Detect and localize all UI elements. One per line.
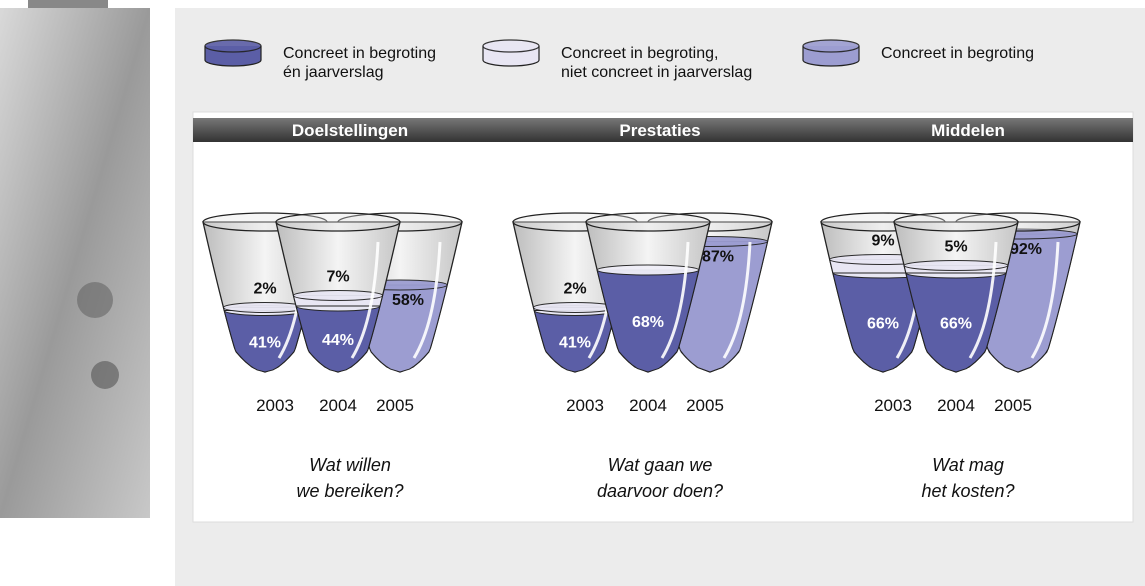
cup-rim: [894, 213, 1018, 231]
decor: [91, 361, 119, 389]
x-tick-label: 2003: [566, 396, 604, 415]
legend-swatch-top: [205, 40, 261, 52]
cup-rim: [276, 213, 400, 231]
x-tick-label: 2004: [319, 396, 357, 415]
decor: [77, 282, 113, 318]
section-title: Prestaties: [619, 121, 700, 140]
infographic: Doelstellingen 58% 2005 41% 2% 2003 44% 7% 2004 P…: [0, 0, 1145, 586]
x-tick-label: 2005: [376, 396, 414, 415]
value-label: 68%: [632, 314, 664, 331]
value-label: 9%: [871, 233, 894, 250]
x-tick-label: 2005: [686, 396, 724, 415]
fill-surface: [223, 303, 306, 313]
fill-surface: [533, 303, 616, 313]
x-tick-label: 2003: [256, 396, 294, 415]
value-label: 41%: [249, 334, 281, 351]
value-label: 66%: [867, 316, 899, 333]
decor-tab: [28, 0, 108, 8]
value-label: 44%: [322, 332, 354, 349]
value-label: 58%: [392, 292, 424, 309]
value-label: 87%: [702, 249, 734, 266]
value-label: 5%: [944, 239, 967, 256]
fill-surface: [293, 291, 382, 301]
legend-label: Concreet in begroting, niet concreet in …: [561, 44, 752, 82]
value-label: 2%: [563, 281, 586, 298]
question: Wat mag het kosten?: [838, 452, 1098, 504]
question: Wat gaan we daarvoor doen?: [530, 452, 790, 504]
value-label: 7%: [326, 269, 349, 286]
x-tick-label: 2003: [874, 396, 912, 415]
section-title: Middelen: [931, 121, 1005, 140]
decor-strip: [0, 8, 150, 518]
x-tick-label: 2004: [937, 396, 975, 415]
section-title: Doelstellingen: [292, 121, 408, 140]
fill-surface: [597, 265, 699, 275]
value-label: 66%: [940, 316, 972, 333]
legend-swatch-top: [483, 40, 539, 52]
x-tick-label: 2004: [629, 396, 667, 415]
question: Wat willen we bereiken?: [220, 452, 480, 504]
value-label: 2%: [253, 281, 276, 298]
legend-label: Concreet in begroting én jaarverslag: [283, 44, 436, 82]
fill-surface: [904, 261, 1008, 271]
x-tick-label: 2005: [994, 396, 1032, 415]
cup-rim: [586, 213, 710, 231]
legend-swatch-top: [803, 40, 859, 52]
legend-label: Concreet in begroting: [881, 44, 1034, 63]
value-label: 41%: [559, 334, 591, 351]
value-label: 92%: [1010, 241, 1042, 258]
